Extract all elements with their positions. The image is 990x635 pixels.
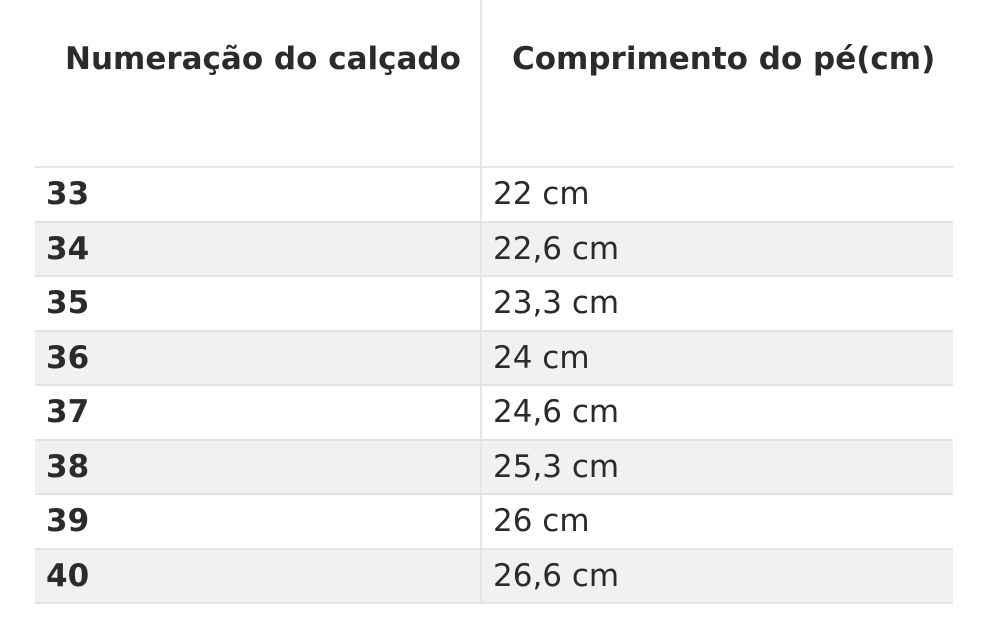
table-row: 38 25,3 cm [35, 439, 953, 495]
shoe-size-cell: 39 [35, 494, 481, 550]
shoe-size-cell: 33 [35, 167, 481, 223]
table-row: 35 23,3 cm [35, 276, 953, 332]
table-row: 36 24 cm [35, 330, 953, 386]
shoe-size-cell: 37 [35, 385, 481, 441]
header-row: Numeração do calçado Comprimento do pé(c… [35, 0, 953, 168]
shoe-size-cell: 38 [35, 439, 481, 495]
foot-length-cell: 22,6 cm [480, 221, 953, 277]
shoe-size-cell: 40 [35, 548, 481, 604]
header-shoe-size: Numeração do calçado [35, 0, 481, 168]
header-foot-length: Comprimento do pé(cm) [480, 0, 953, 168]
foot-length-cell: 24 cm [480, 330, 953, 386]
foot-length-cell: 25,3 cm [480, 439, 953, 495]
table-row: 37 24,6 cm [35, 385, 953, 441]
foot-length-cell: 22 cm [480, 167, 953, 223]
foot-length-cell: 24,6 cm [480, 385, 953, 441]
foot-length-cell: 26 cm [480, 494, 953, 550]
foot-length-cell: 26,6 cm [480, 548, 953, 604]
size-table: Numeração do calçado Comprimento do pé(c… [35, 0, 953, 604]
table-row: 34 22,6 cm [35, 221, 953, 277]
shoe-size-cell: 35 [35, 276, 481, 332]
shoe-size-cell: 34 [35, 221, 481, 277]
table-row: 40 26,6 cm [35, 548, 953, 604]
table-row: 39 26 cm [35, 494, 953, 550]
foot-length-cell: 23,3 cm [480, 276, 953, 332]
shoe-size-cell: 36 [35, 330, 481, 386]
table-row: 33 22 cm [35, 167, 953, 223]
